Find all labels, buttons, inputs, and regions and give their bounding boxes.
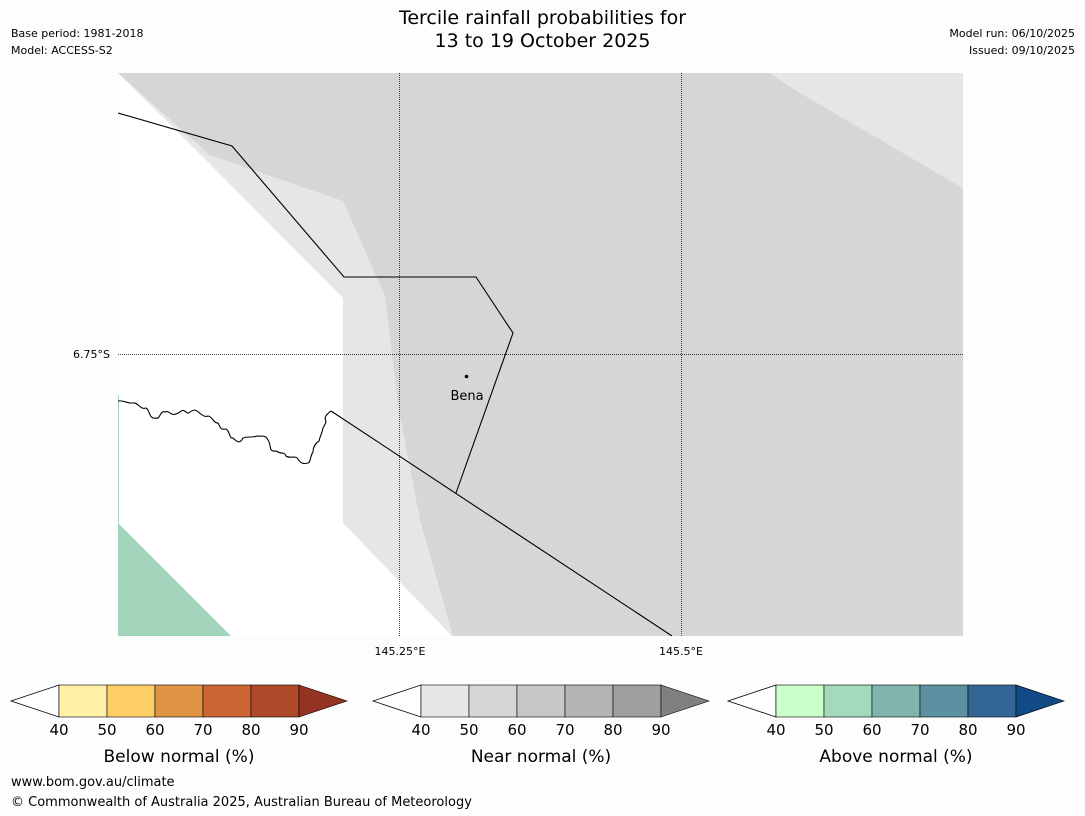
colorbar-extend-high — [1015, 684, 1065, 718]
colorbar-segment — [823, 684, 873, 718]
colorbar-tick-label: 40 — [49, 721, 68, 739]
colorbar-tick-label: 70 — [555, 721, 574, 739]
colorbar-tick-label: 90 — [651, 721, 670, 739]
colorbar-extend-low — [726, 684, 777, 718]
latitude-label: 6.75°S — [73, 348, 110, 361]
colorbar-segment — [564, 684, 614, 718]
colorbar-tick-label: 80 — [958, 721, 977, 739]
colorbar-tick-label: 40 — [766, 721, 785, 739]
coastline — [118, 400, 332, 465]
colorbar-caption: Above normal (%) — [819, 747, 972, 767]
colorbar-segment — [468, 684, 518, 718]
colorbar-segment — [919, 684, 969, 718]
colorbar-segment — [516, 684, 566, 718]
colorbar-segment — [250, 684, 300, 718]
colorbar-tick-label: 80 — [241, 721, 260, 739]
colorbar-below: 40 50 60 70 80 90 Below normal (%) — [9, 684, 348, 767]
boundary-line — [118, 112, 514, 494]
model-label: Model: ACCESS-S2 — [11, 44, 113, 57]
near-normal-light-corner — [770, 73, 963, 188]
issued-label: Issued: 09/10/2025 — [968, 44, 1075, 57]
colorbar-tick-label: 50 — [459, 721, 478, 739]
colorbar-caption: Below normal (%) — [104, 747, 255, 767]
colorbar-near: 40 50 60 70 80 90 Near normal (%) — [371, 684, 710, 767]
colorbar-tick-label: 60 — [862, 721, 881, 739]
map-title: Tercile rainfall probabilities for 13 to… — [0, 7, 1085, 53]
above-normal-region — [118, 523, 231, 636]
footer-url: www.bom.gov.au/climate — [11, 775, 175, 790]
colorbar-segment — [967, 684, 1017, 718]
colorbar-segment — [154, 684, 204, 718]
colorbar-extend-high — [660, 684, 710, 718]
colorbar-segment — [202, 684, 252, 718]
colorbar-segment — [106, 684, 156, 718]
colorbar-segment — [58, 684, 108, 718]
colorbar-tick-label: 80 — [603, 721, 622, 739]
colorbars: 40 50 60 70 80 90 Below normal (%) 40 50 60 70 80 90… — [9, 684, 1065, 767]
colorbar-tick-label: 70 — [910, 721, 929, 739]
colorbar-tick-label: 70 — [193, 721, 212, 739]
colorbar-tick-label: 60 — [507, 721, 526, 739]
colorbar-extend-high — [298, 684, 348, 718]
town-marker — [464, 374, 469, 379]
map-area — [118, 73, 963, 636]
model-run-label: Model run: 06/10/2025 — [949, 27, 1075, 40]
colorbar-above: 40 50 60 70 80 90 Above normal (%) — [726, 684, 1065, 767]
colorbar-extend-low — [9, 684, 60, 718]
colorbar-segment — [775, 684, 825, 718]
colorbar-tick-label: 90 — [289, 721, 308, 739]
place-label-bena: Bena — [450, 389, 483, 404]
longitude-label-145-5: 145.5°E — [659, 645, 703, 658]
header-left: Base period: 1981-2018 Model: ACCESS-S2 — [11, 25, 143, 59]
title-line-1: Tercile rainfall probabilities for — [398, 7, 687, 29]
colorbar-segment — [871, 684, 921, 718]
colorbar-tick-label: 40 — [411, 721, 430, 739]
header-right: Model run: 06/10/2025 Issued: 09/10/2025 — [949, 25, 1075, 59]
colorbar-extend-low — [371, 684, 422, 718]
colorbar-tick-label: 90 — [1006, 721, 1025, 739]
boundary-line-south — [330, 410, 673, 636]
colorbar-caption: Near normal (%) — [471, 747, 611, 767]
colorbar-tick-label: 50 — [97, 721, 116, 739]
colorbar-tick-label: 60 — [145, 721, 164, 739]
title-line-2: 13 to 19 October 2025 — [434, 30, 651, 52]
colorbar-segment — [612, 684, 662, 718]
colorbar-segment — [420, 684, 470, 718]
base-period-label: Base period: 1981-2018 — [11, 27, 144, 40]
footer-copyright: © Commonwealth of Australia 2025, Austra… — [11, 795, 472, 810]
longitude-label-145-25: 145.25°E — [375, 645, 426, 658]
colorbar-tick-label: 50 — [814, 721, 833, 739]
